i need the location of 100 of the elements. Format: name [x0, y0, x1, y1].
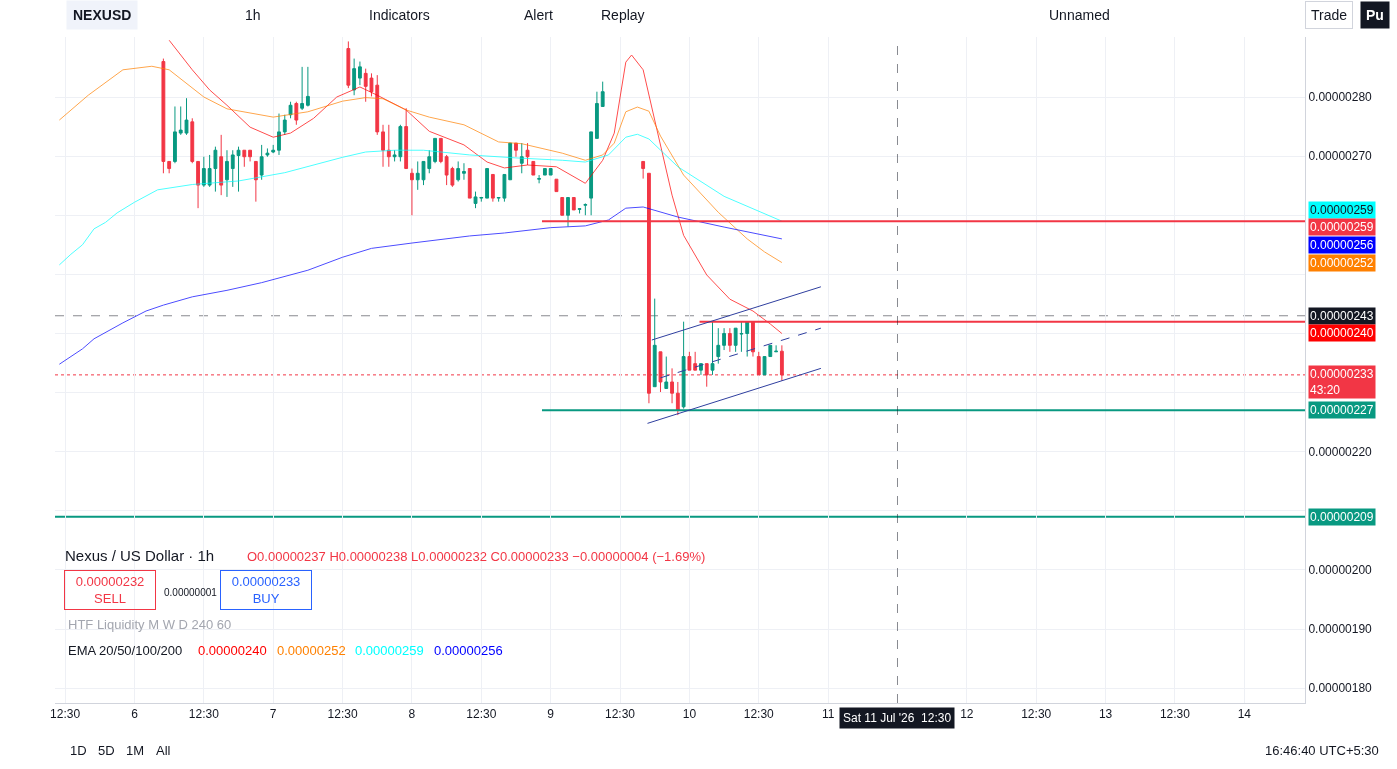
candlestick	[779, 344, 784, 382]
text: NEXUSD	[73, 7, 132, 23]
candlestick	[756, 351, 761, 376]
text: 0.00000259	[1310, 203, 1374, 217]
candlestick	[456, 160, 461, 183]
candlestick	[161, 58, 166, 174]
candlestick	[462, 162, 466, 181]
ref-line-label: 0.00000243	[1310, 309, 1374, 323]
candlestick	[571, 197, 576, 211]
text: 5D	[98, 743, 115, 758]
candlestick	[201, 156, 206, 188]
line-series	[168, 39, 783, 334]
candlestick	[242, 149, 247, 168]
y-tick-label: 0.00000180	[1308, 681, 1373, 696]
x-tick-label: 14	[1237, 707, 1252, 722]
text: 0.00000252	[1310, 256, 1374, 270]
line-series	[58, 133, 783, 266]
candlestick	[404, 107, 409, 170]
candlestick	[525, 142, 530, 166]
x-tick-label: 12:30	[466, 707, 497, 722]
y-tick-label: 0.00000200	[1308, 563, 1373, 578]
annotation: O0.00000237 H0.00000238 L0.00000232 C0.00000233 −0.00000004 (−1.69%)	[247, 549, 706, 564]
annotation: 0.00000233 BUY	[231, 574, 301, 606]
data-label: 0.00000227	[1310, 403, 1374, 417]
candlestick	[774, 344, 779, 353]
annotation: 0.00000256	[434, 643, 503, 658]
x-tick-label: 12:30	[1159, 707, 1191, 722]
candlestick	[514, 142, 518, 158]
candlestick	[190, 117, 195, 164]
candlestick	[548, 168, 553, 176]
data-label: 0.00000259	[1310, 220, 1374, 234]
candlestick	[554, 178, 559, 193]
candlestick	[531, 160, 536, 176]
text: 16:46:40 UTC+5:30	[1265, 743, 1379, 758]
candlestick	[305, 66, 310, 107]
candlestick	[675, 381, 680, 416]
text: 0.00000240	[1310, 326, 1374, 340]
candlestick	[745, 321, 750, 358]
y-tick-label: 0.00000280	[1308, 90, 1373, 105]
x-tick-label: 12:30	[605, 707, 636, 722]
candlestick	[300, 66, 305, 111]
text: 1h	[245, 7, 261, 23]
candlestick	[600, 81, 605, 107]
candlestick	[265, 147, 270, 158]
candlestick	[716, 327, 721, 365]
annotation: 0.00000252	[277, 643, 346, 658]
text: Indicators	[369, 7, 430, 23]
candlestick	[294, 101, 299, 126]
text: Replay	[601, 7, 645, 23]
candlestick	[438, 137, 443, 164]
candlestick	[271, 144, 276, 154]
text: All	[156, 743, 171, 758]
candlestick	[519, 142, 524, 174]
x-tick-label: 12:30	[743, 707, 775, 722]
x-tick-label: 12:30	[1021, 707, 1052, 722]
x-tick-label: 8	[408, 707, 416, 722]
text: Unnamed	[1049, 7, 1110, 23]
candlestick	[196, 160, 200, 209]
text: 0.00000256	[1310, 238, 1374, 252]
candlestick	[346, 40, 351, 89]
annotation: 0.00000001	[164, 587, 218, 598]
candlestick	[664, 356, 669, 389]
x-tick-label: 6	[131, 707, 139, 722]
text: Alert	[524, 7, 553, 23]
y-tick-label: 0.00000190	[1308, 622, 1373, 637]
x-tick-label: 13	[1098, 707, 1113, 722]
annotation: 0.00000240	[198, 643, 267, 658]
candlestick	[485, 168, 489, 199]
x-tick-label: 12:30	[188, 707, 220, 722]
x-tick-label: 7	[269, 707, 277, 722]
annotation: 0.00000232 SELL	[75, 574, 145, 606]
ref-line-label: 0.00000209	[1310, 510, 1374, 524]
candlestick	[722, 327, 726, 351]
text: Nexus / US Dollar · 1h	[65, 547, 215, 565]
text: 1M	[126, 743, 145, 758]
text: Pu	[1366, 7, 1384, 23]
x-tick-label: 12:30	[50, 707, 81, 722]
ref-line-label: 0.00000233 43:20	[1310, 367, 1374, 397]
candlestick	[560, 197, 565, 216]
text: 1D	[70, 743, 87, 758]
candlestick	[259, 144, 264, 181]
candlestick	[167, 160, 172, 174]
candlestick	[583, 202, 588, 216]
x-tick-label: 12:30	[327, 707, 358, 722]
candlestick	[253, 160, 258, 203]
x-tick-label: 11	[821, 707, 835, 722]
candlestick	[358, 61, 362, 86]
candlestick	[710, 321, 715, 376]
candlestick	[173, 105, 177, 164]
candlestick	[219, 134, 224, 196]
candlestick	[433, 137, 437, 164]
y-tick-label: 0.00000220	[1308, 444, 1373, 459]
candlestick	[537, 174, 542, 184]
candlestick	[508, 142, 513, 181]
candlestick	[277, 113, 281, 156]
x-tick-label: 9	[547, 707, 555, 722]
candlestick	[589, 131, 594, 216]
candlestick	[727, 327, 732, 353]
candlestick	[386, 124, 391, 168]
annotation: EMA 20/50/100/200	[68, 643, 183, 658]
